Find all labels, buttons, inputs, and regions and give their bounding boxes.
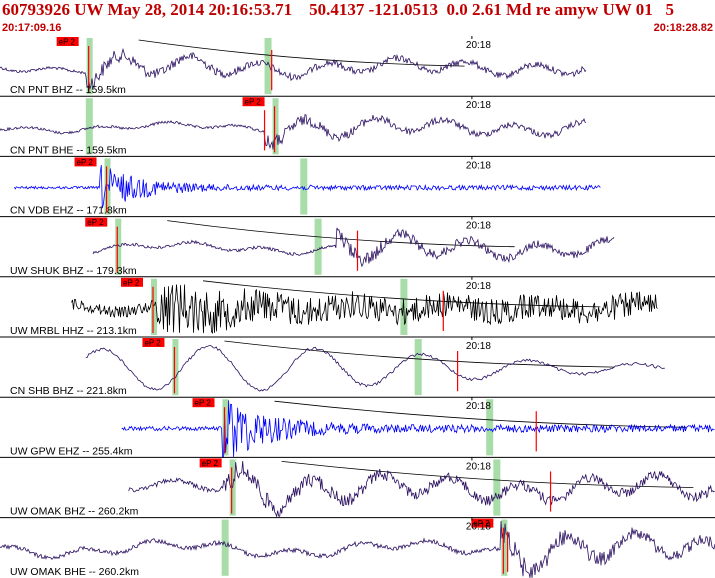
trace-label: CN SHB BHZ -- 221.8km: [10, 385, 127, 397]
traveltime-curve: [224, 340, 615, 368]
pick-label: eP 2: [77, 158, 94, 167]
p-window-marker: [151, 278, 157, 335]
s-window-marker: [314, 218, 322, 275]
trace-panel: eP 2 20:18 UW OMAK BHZ -- 260.2km: [0, 456, 715, 519]
window-end-time: 20:18:28.82: [653, 22, 713, 34]
traveltime-curve: [138, 39, 465, 67]
p-window-marker: [104, 158, 111, 215]
waveform: [0, 114, 587, 150]
p-window-marker: [501, 519, 508, 576]
pick-label-box: [121, 277, 143, 287]
trace-panel: eP 2 20:18 UW MRBL HHZ -- 213.1km: [0, 276, 715, 337]
pick-label-box: [199, 458, 222, 468]
time-tick-label: 20:18: [466, 40, 491, 51]
s-window-marker: [221, 519, 229, 576]
pick-label: eP 2: [144, 339, 161, 348]
waveform: [13, 165, 601, 209]
event-header: 60793926 UW May 28, 2014 20:16:53.71 50.…: [0, 0, 715, 36]
p-window-marker: [172, 339, 179, 396]
p-window-marker: [272, 98, 279, 155]
time-tick-label: 20:18: [466, 160, 491, 171]
time-tick-label: 20:18: [466, 281, 491, 292]
pick-label-box: [85, 217, 108, 227]
trace-label: UW GPW EHZ -- 255.4km: [10, 445, 133, 457]
window-start-time: 20:17:09.16: [2, 22, 62, 34]
p-window-marker: [222, 399, 229, 456]
s-window-marker: [300, 158, 308, 215]
pick-label: eP 2: [473, 519, 490, 528]
waveform: [85, 345, 665, 392]
trace-panel: eP 220:18 UW OMAK BHE -- 260.2km: [0, 517, 715, 578]
pick-label: eP 2: [123, 278, 140, 287]
event-title: 60793926 UW May 28, 2014 20:16:53.71 50.…: [2, 0, 674, 19]
trace-panel: eP 2 20:18 UW SHUK BHZ -- 179.3km: [0, 216, 715, 277]
pick-label: eP 2: [59, 38, 76, 47]
pick-label: eP 2: [245, 98, 262, 107]
waveform: [128, 460, 715, 519]
p-window-marker: [86, 38, 93, 95]
s-window-marker: [486, 399, 494, 456]
trace-label: UW OMAK BHE -- 260.2km: [10, 566, 139, 578]
time-tick-label: 20:18: [466, 221, 491, 232]
pick-label-box: [242, 97, 265, 107]
p-window-marker: [115, 218, 122, 275]
trace-label: CN VDB EHZ -- 171.8km: [10, 205, 127, 217]
pick-label-box: [192, 398, 215, 408]
trace-panel: eP 2 20:18 CN VDB EHZ -- 171.8km: [0, 155, 715, 217]
trace-label: UW MRBL HHZ -- 213.1km: [10, 325, 137, 337]
waveform: [0, 520, 715, 578]
trace-panel: eP 2 20:18 CN PNT BHE -- 159.5km: [0, 95, 715, 156]
time-tick-label: 20:18: [466, 341, 491, 352]
time-tick-label: 20:18: [466, 100, 491, 111]
pick-label: eP 2: [202, 459, 219, 468]
time-tick-label: 20:18: [466, 461, 491, 472]
pick-label-box: [74, 157, 97, 167]
waveform: [0, 47, 587, 90]
pick-label: eP 2: [87, 218, 104, 227]
trace-panel: eP 2 20:18 UW GPW EHZ -- 255.4km: [0, 396, 715, 458]
waveform: [71, 284, 658, 334]
trace-label: UW OMAK BHZ -- 260.2km: [10, 506, 139, 518]
time-tick-label: 20:18: [466, 401, 491, 412]
trace-label: UW SHUK BHZ -- 179.3km: [10, 265, 137, 277]
time-tick-label: 20:18: [466, 522, 491, 533]
traveltime-curve: [281, 461, 694, 488]
waveform: [121, 400, 715, 458]
trace-panel: eP 2 20:18 CN PNT BHZ -- 159.5km: [0, 36, 587, 96]
pick-label-box: [142, 338, 165, 347]
s-window-marker: [85, 98, 93, 155]
pick-label-box: [471, 518, 494, 528]
s-window-marker: [264, 38, 272, 95]
pick-label-box: [56, 37, 79, 46]
pick-label: eP 2: [195, 399, 212, 408]
traveltime-curve: [274, 400, 687, 428]
s-window-marker: [493, 459, 501, 516]
trace-label: CN PNT BHZ -- 159.5km: [10, 84, 126, 96]
waveform: [92, 227, 615, 268]
trace-panel: eP 2 20:18 CN SHB BHZ -- 221.8km: [0, 336, 715, 397]
trace-label: CN PNT BHE -- 159.5km: [10, 144, 127, 156]
s-window-marker: [414, 339, 422, 396]
